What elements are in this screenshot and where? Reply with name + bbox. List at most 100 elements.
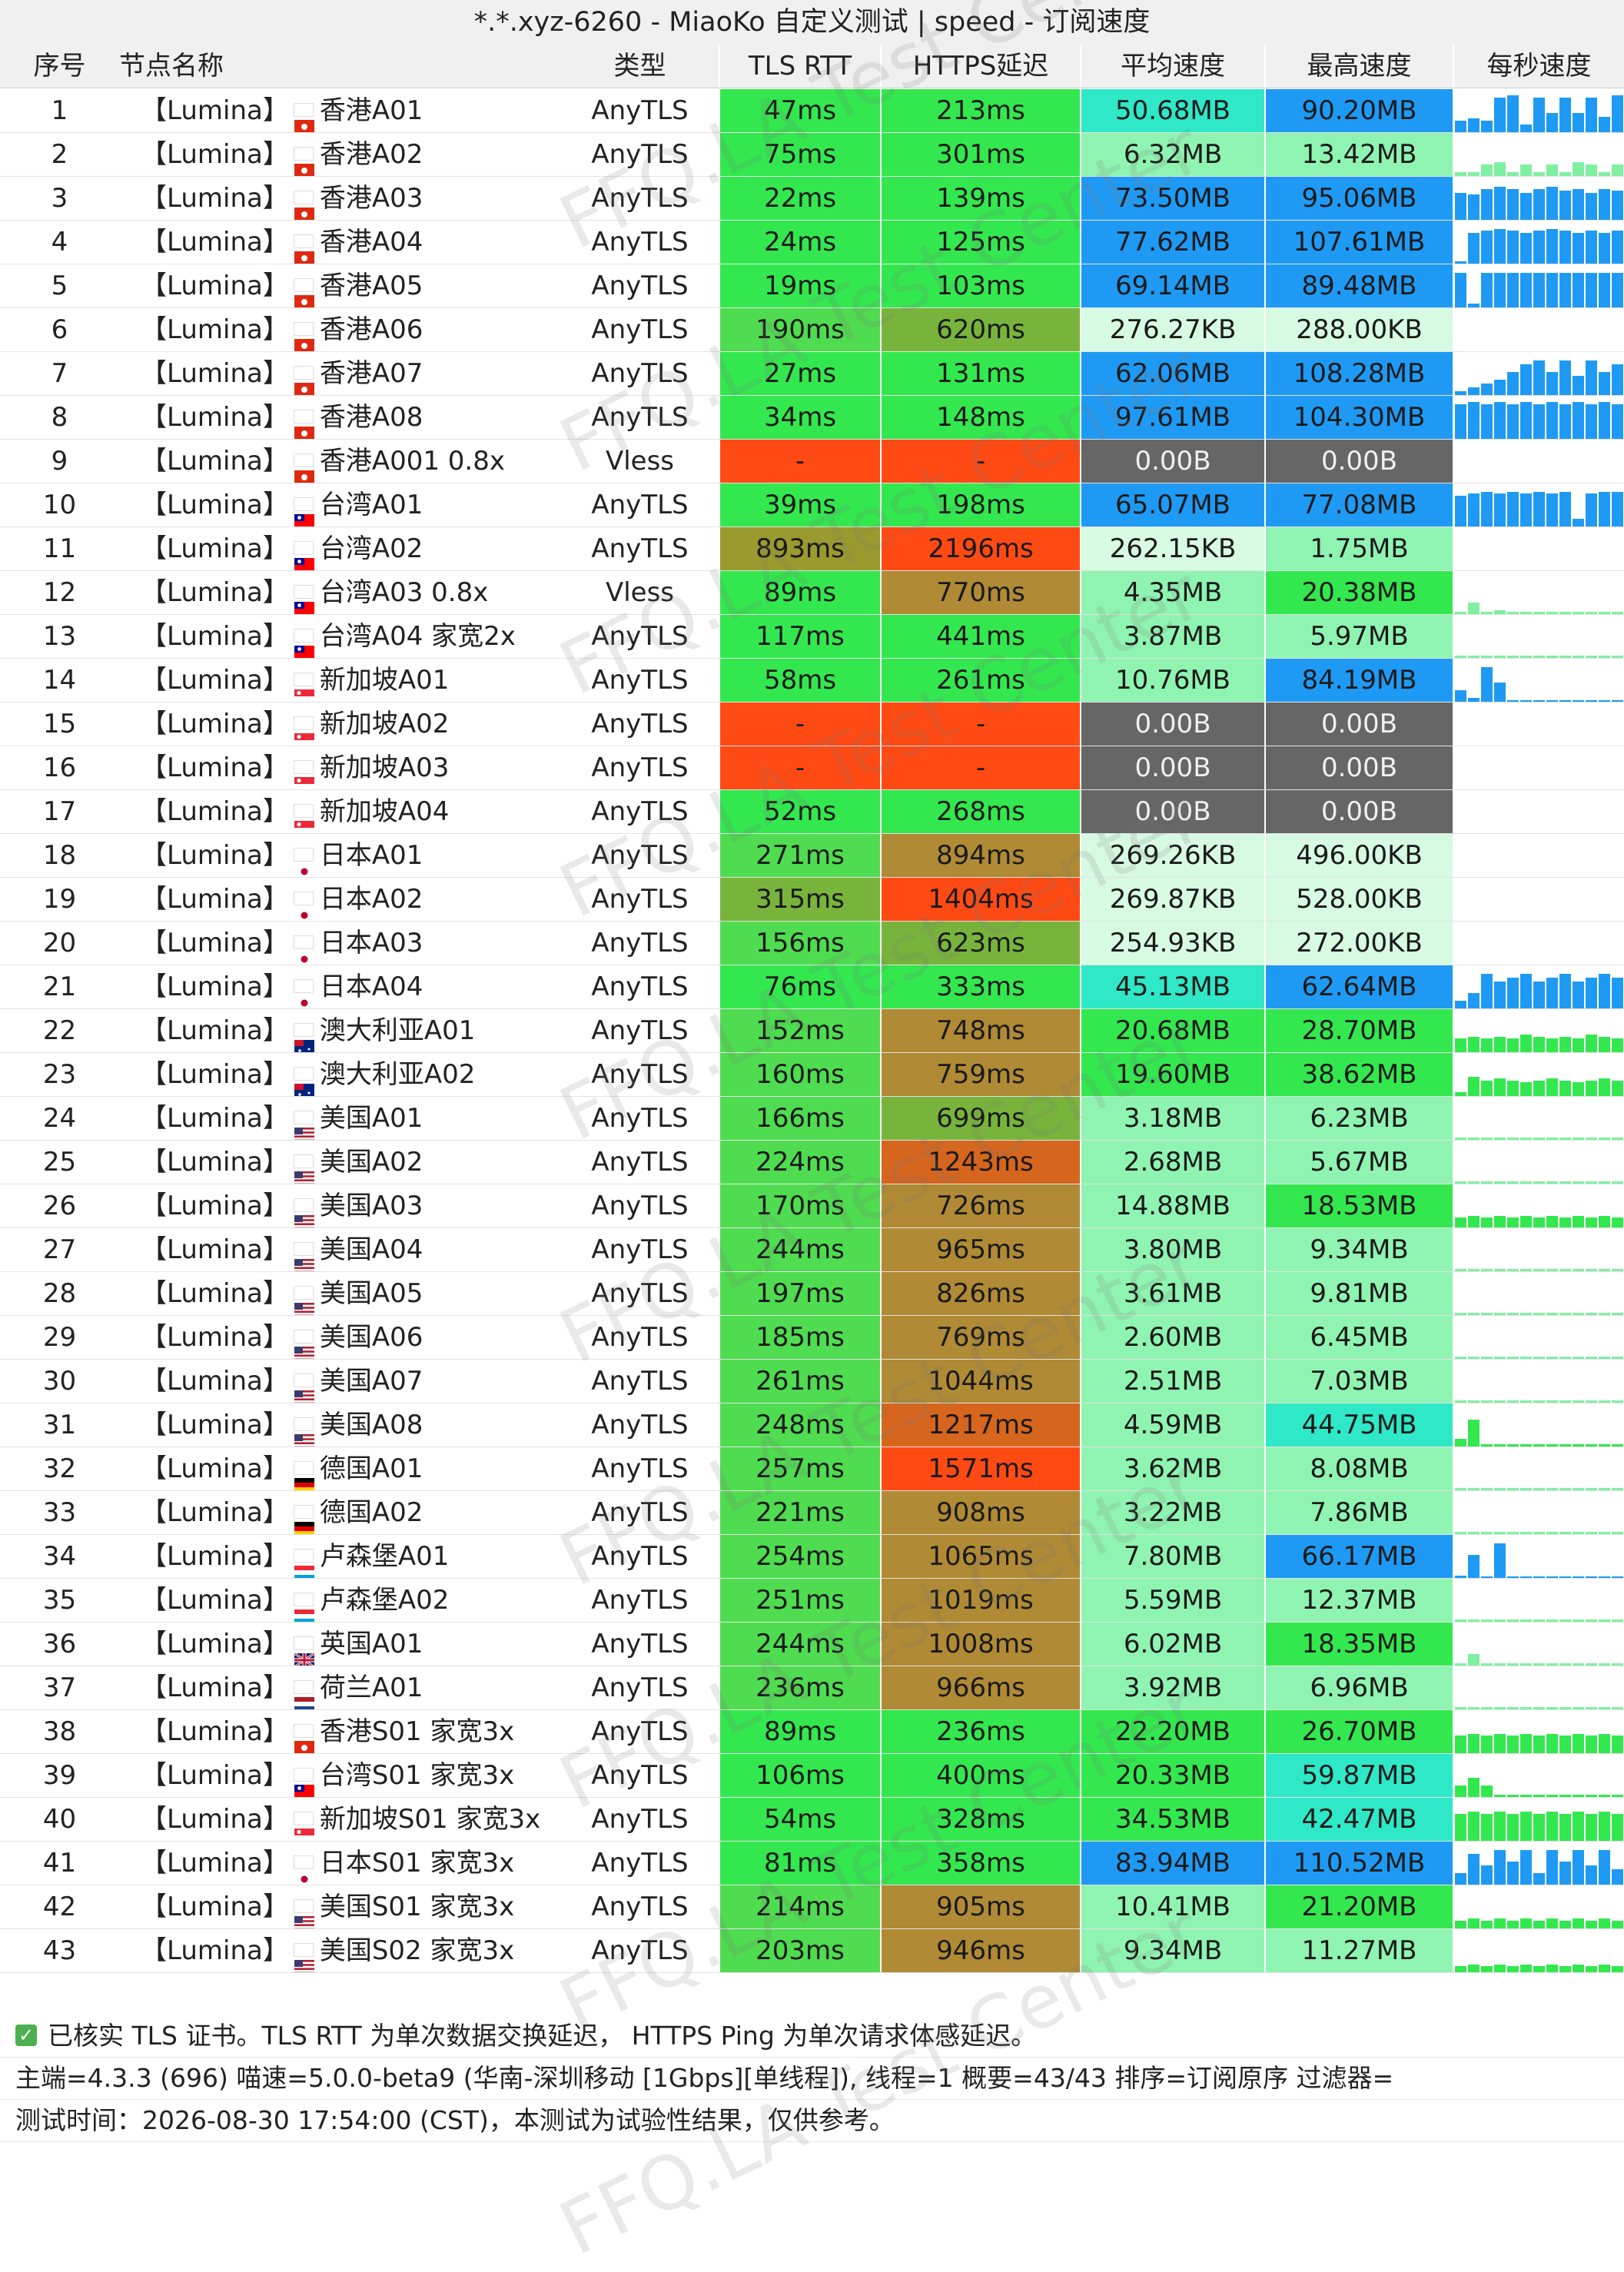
node-prefix: 【Lumina】 bbox=[141, 621, 289, 652]
node-prefix: 【Lumina】 bbox=[141, 1191, 289, 1221]
https-latency-cell: 198ms bbox=[880, 483, 1080, 526]
per-second-speed-cell bbox=[1453, 1097, 1624, 1140]
per-second-speed-cell bbox=[1453, 1623, 1624, 1666]
avg-speed-cell: 77.62MB bbox=[1080, 221, 1264, 264]
https-latency-cell: 769ms bbox=[880, 1316, 1080, 1359]
table-row: 27 【Lumina】 美国A04 AnyTLS 244ms 965ms 3.80MB 9.3… bbox=[0, 1228, 1624, 1272]
node-type: AnyTLS bbox=[591, 1892, 689, 1922]
nl-flag-icon bbox=[293, 1679, 314, 1709]
avg-speed-cell: 97.61MB bbox=[1080, 396, 1264, 439]
https-latency-cell: 946ms bbox=[880, 1929, 1080, 1972]
table-row: 26 【Lumina】 美国A03 AnyTLS 170ms 726ms 14.88MB 18… bbox=[0, 1184, 1624, 1228]
avg-speed-cell: 65.07MB bbox=[1080, 483, 1264, 526]
node-prefix: 【Lumina】 bbox=[141, 1716, 289, 1747]
max-speed-cell: 528.00KB bbox=[1264, 878, 1453, 921]
sparkline-chart bbox=[1455, 1077, 1623, 1096]
avg-speed-cell: 20.33MB bbox=[1080, 1754, 1264, 1797]
sparkline-chart bbox=[1455, 974, 1623, 1008]
row-index: 28 bbox=[42, 1278, 77, 1309]
node-prefix: 【Lumina】 bbox=[141, 1804, 289, 1835]
sparkline-chart bbox=[1455, 1400, 1623, 1403]
max-speed-cell: 18.35MB bbox=[1264, 1623, 1453, 1666]
per-second-speed-cell bbox=[1453, 703, 1624, 746]
tls-rtt-cell: 203ms bbox=[719, 1929, 880, 1972]
table-row: 10 【Lumina】 台湾A01 AnyTLS 39ms 198ms 65.07MB 77.… bbox=[0, 483, 1624, 527]
per-second-speed-cell bbox=[1453, 308, 1624, 351]
node-prefix: 【Lumina】 bbox=[141, 709, 289, 739]
sg-flag-icon bbox=[293, 716, 314, 746]
per-second-speed-cell bbox=[1453, 1491, 1624, 1534]
node-prefix: 【Lumina】 bbox=[141, 796, 289, 827]
tls-rtt-cell: 185ms bbox=[719, 1316, 880, 1359]
node-region: 台湾S01 家宽3x bbox=[319, 1760, 515, 1791]
node-name: 【Lumina】 日本S01 家宽3x bbox=[119, 1842, 561, 1885]
hk-flag-icon bbox=[293, 453, 314, 483]
row-index: 5 bbox=[51, 271, 68, 301]
header-max-speed: 最高速度 bbox=[1264, 45, 1453, 88]
node-prefix: 【Lumina】 bbox=[141, 928, 289, 958]
node-type: AnyTLS bbox=[591, 1804, 689, 1835]
node-name: 【Lumina】 美国A06 bbox=[119, 1316, 561, 1359]
node-prefix: 【Lumina】 bbox=[141, 95, 289, 126]
footer-info: 主端=4.3.3 (696) 喵速=5.0.0-beta9 (华南-深圳移动 [… bbox=[0, 2058, 1624, 2100]
max-speed-cell: 8.08MB bbox=[1264, 1447, 1453, 1490]
per-second-speed-cell bbox=[1453, 790, 1624, 833]
table-row: 32 【Lumina】 德国A01 AnyTLS 257ms 1571ms 3.62MB 8.… bbox=[0, 1447, 1624, 1491]
node-prefix: 【Lumina】 bbox=[141, 577, 289, 608]
https-latency-cell: 1044ms bbox=[880, 1360, 1080, 1403]
node-prefix: 【Lumina】 bbox=[141, 1585, 289, 1616]
node-type: AnyTLS bbox=[591, 1015, 689, 1046]
max-speed-cell: 0.00B bbox=[1264, 440, 1453, 483]
https-latency-cell: 2196ms bbox=[880, 527, 1080, 570]
node-prefix: 【Lumina】 bbox=[141, 314, 289, 345]
row-index: 42 bbox=[42, 1892, 77, 1922]
row-index: 43 bbox=[42, 1935, 77, 1966]
tls-rtt-cell: 257ms bbox=[719, 1447, 880, 1490]
node-prefix: 【Lumina】 bbox=[141, 665, 289, 696]
node-prefix: 【Lumina】 bbox=[141, 139, 289, 170]
per-second-speed-cell bbox=[1453, 1403, 1624, 1447]
window-title: *.*.xyz-6260 - MiaoKo 自定义测试 | speed - 订阅… bbox=[0, 0, 1624, 45]
avg-speed-cell: 2.68MB bbox=[1080, 1141, 1264, 1184]
tls-rtt-cell: 160ms bbox=[719, 1053, 880, 1096]
tls-rtt-cell: 24ms bbox=[719, 221, 880, 264]
node-type: AnyTLS bbox=[591, 972, 689, 1002]
max-speed-cell: 5.97MB bbox=[1264, 615, 1453, 658]
node-type: AnyTLS bbox=[591, 1278, 689, 1309]
tls-rtt-cell: 190ms bbox=[719, 308, 880, 351]
sparkline-chart bbox=[1455, 1488, 1623, 1490]
node-type: AnyTLS bbox=[591, 139, 689, 170]
avg-speed-cell: 20.68MB bbox=[1080, 1009, 1264, 1052]
avg-speed-cell: 0.00B bbox=[1080, 746, 1264, 789]
node-type: AnyTLS bbox=[591, 1147, 689, 1178]
sparkline-chart bbox=[1455, 1313, 1623, 1315]
node-name: 【Lumina】 香港A08 bbox=[119, 396, 561, 439]
max-speed-cell: 90.20MB bbox=[1264, 89, 1453, 132]
sparkline-chart bbox=[1455, 1778, 1623, 1797]
table-row: 1 【Lumina】 香港A01 AnyTLS 47ms 213ms 50.68MB 90.2… bbox=[0, 89, 1624, 133]
hk-flag-icon bbox=[293, 321, 314, 351]
node-type: AnyTLS bbox=[591, 1497, 689, 1528]
node-name: 【Lumina】 新加坡A03 bbox=[119, 746, 561, 789]
tls-rtt-cell: 254ms bbox=[719, 1535, 880, 1578]
table-row: 14 【Lumina】 新加坡A01 AnyTLS 58ms 261ms 10.76MB 84… bbox=[0, 659, 1624, 703]
tw-flag-icon bbox=[293, 540, 314, 570]
node-name: 【Lumina】 美国A07 bbox=[119, 1360, 561, 1403]
max-speed-cell: 107.61MB bbox=[1264, 221, 1453, 264]
sparkline-chart bbox=[1455, 1543, 1623, 1578]
tls-rtt-cell: 58ms bbox=[719, 659, 880, 702]
checkmark-icon: ✓ bbox=[15, 2024, 37, 2046]
node-prefix: 【Lumina】 bbox=[141, 402, 289, 433]
node-prefix: 【Lumina】 bbox=[141, 1892, 289, 1922]
header-https-latency: HTTPS延迟 bbox=[880, 45, 1080, 88]
https-latency-cell: 894ms bbox=[880, 834, 1080, 877]
node-prefix: 【Lumina】 bbox=[141, 1497, 289, 1528]
node-region: 荷兰A01 bbox=[319, 1672, 423, 1703]
node-region: 台湾A02 bbox=[319, 533, 423, 564]
sg-flag-icon bbox=[293, 759, 314, 789]
table-header: 序号 节点名称 类型 TLS RTT HTTPS延迟 平均速度 最高速度 每秒速… bbox=[0, 45, 1624, 88]
table-row: 5 【Lumina】 香港A05 AnyTLS 19ms 103ms 69.14MB 89.4… bbox=[0, 264, 1624, 308]
tls-rtt-cell: - bbox=[719, 440, 880, 483]
max-speed-cell: 288.00KB bbox=[1264, 308, 1453, 351]
